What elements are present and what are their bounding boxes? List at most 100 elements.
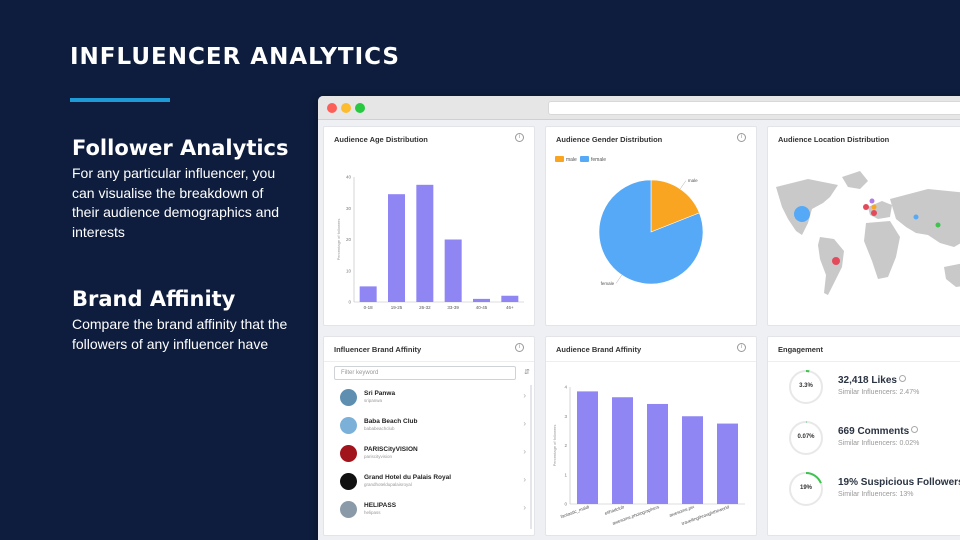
x-tick-label: awesome.pix — [668, 504, 695, 518]
engagement-ring — [789, 472, 823, 506]
y-tick-label: 2 — [564, 443, 567, 448]
bar — [501, 295, 519, 302]
maximize-window-button[interactable] — [355, 103, 365, 113]
bar — [647, 403, 668, 504]
y-tick-label: 20 — [346, 237, 352, 242]
brand-name: Sri Panwa — [364, 390, 396, 397]
info-icon[interactable]: i — [737, 343, 746, 352]
section-body-follower-analytics: For any particular influencer, you can v… — [72, 165, 280, 240]
bar — [388, 194, 405, 302]
info-icon[interactable]: i — [515, 343, 524, 352]
brand-list-item[interactable]: Sri Panwa sripanwa › — [340, 387, 526, 411]
bar — [682, 416, 703, 504]
filter-keyword-input[interactable]: Filter keyword — [334, 366, 516, 380]
brand-logo — [340, 501, 357, 518]
map-north-america — [776, 179, 838, 235]
y-tick-label: 1 — [564, 472, 567, 477]
brand-handle: pariscityvision — [364, 454, 393, 459]
y-tick-label: 30 — [346, 206, 352, 211]
section-body-brand-affinity: Compare the brand affinity that the foll… — [72, 316, 288, 352]
browser-window: Audience Age Distribution i 0 10 20 30 40 Per… — [318, 96, 960, 540]
map-markers — [794, 198, 941, 265]
brand-logo — [340, 417, 357, 434]
y-tick-label: 40 — [346, 175, 352, 180]
bar — [444, 239, 462, 302]
minimize-window-button[interactable] — [341, 103, 351, 113]
x-tick-label: 40-45 — [476, 305, 488, 310]
brand-handle: helipass — [364, 510, 381, 515]
help-icon[interactable] — [911, 426, 919, 433]
engagement-similar: Similar Influencers: 2.47% — [838, 389, 920, 396]
engagement-percent: 0.07% — [797, 434, 815, 440]
y-tick-label: 4 — [564, 385, 567, 390]
brand-name: HELIPASS — [364, 502, 397, 509]
brand-logo — [340, 389, 357, 406]
pie-leader-line — [615, 274, 622, 284]
engagement-value: 669 Comments — [838, 426, 919, 437]
chevron-right-icon: › — [523, 447, 526, 456]
brand-logo — [340, 445, 357, 462]
brand-name: PARISCityVISION — [364, 446, 418, 453]
pie-label: male — [688, 178, 698, 183]
close-window-button[interactable] — [327, 103, 337, 113]
slide-title: INFLUENCER ANALYTICS — [70, 44, 400, 70]
age-distribution-panel: Audience Age Distribution i 0 10 20 30 40 Per… — [323, 126, 535, 326]
pie-label: female — [601, 281, 615, 286]
map-marker — [863, 204, 869, 210]
brand-handle: bababeachclub — [364, 426, 395, 431]
map-marker — [935, 222, 941, 228]
bar — [577, 391, 598, 504]
map-greenland — [842, 171, 868, 189]
engagement-similar: Similar Influencers: 13% — [838, 491, 914, 498]
engagement-item: 3.3% 32,418 Likes Similar Influencers: 2… — [788, 369, 960, 409]
engagement-value: 32,418 Likes — [838, 375, 906, 386]
scrollbar[interactable] — [530, 385, 532, 529]
engagement-ring — [789, 421, 823, 455]
chevron-right-icon: › — [523, 391, 526, 400]
legend-label-female: female — [591, 157, 607, 163]
section-heading-follower-analytics: Follower Analytics — [72, 136, 289, 160]
info-icon[interactable]: i — [737, 133, 746, 142]
brand-handle: sripanwa — [364, 398, 383, 403]
info-icon[interactable]: i — [515, 133, 524, 142]
y-tick-label: 0 — [348, 300, 351, 305]
brand-name: Grand Hotel du Palais Royal — [364, 474, 452, 481]
bar — [717, 423, 738, 504]
panel-title: Influencer Brand Affinity — [334, 345, 422, 354]
audience-brand-affinity-panel: Audience Brand Affinity i 0 1 2 3 4 Percentag… — [545, 336, 757, 536]
panel-title: Engagement — [778, 345, 824, 354]
chevron-right-icon: › — [523, 419, 526, 428]
age-bar-chart: 0 10 20 30 40 Percentage of followers 0-18 19-2… — [336, 175, 524, 310]
map-europe — [868, 201, 892, 219]
browser-toolbar — [318, 96, 960, 120]
brand-list-item[interactable]: Baba Beach Club bababeachclub › — [340, 415, 526, 439]
engagement-percent: 3.3% — [799, 383, 813, 389]
y-tick-label: 0 — [564, 502, 567, 507]
panel-title: Audience Location Distribution — [778, 135, 890, 144]
y-axis-label: Percentage of followers — [336, 219, 341, 261]
sort-icon[interactable]: ⇵ — [524, 369, 530, 376]
address-bar[interactable] — [548, 101, 960, 115]
brand-list-item[interactable]: HELIPASS helipass › — [340, 499, 526, 523]
x-tick-label: 19-25 — [391, 305, 403, 310]
legend-label-male: male — [566, 157, 577, 163]
panel-title: Audience Gender Distribution — [556, 135, 663, 144]
x-tick-label: 0-18 — [364, 305, 374, 310]
engagement-item: 19% 19% Suspicious Followers Similar Inf… — [788, 471, 960, 511]
map-africa — [864, 221, 900, 279]
pie-slice-male — [650, 179, 700, 233]
legend-swatch-male — [555, 156, 564, 162]
x-tick-label: 26-32 — [419, 305, 431, 310]
bar — [612, 397, 633, 504]
engagement-similar: Similar Influencers: 0.02% — [838, 440, 920, 447]
map-marker — [871, 204, 877, 210]
brand-list-item[interactable]: PARISCityVISION pariscityvision › — [340, 443, 526, 467]
x-tick-label: 46+ — [506, 305, 514, 310]
map-marker — [832, 257, 840, 265]
title-underline — [70, 98, 170, 102]
brand-list-item[interactable]: Grand Hotel du Palais Royal grandhoteldu… — [340, 471, 526, 495]
bar — [473, 298, 490, 302]
help-icon[interactable] — [898, 375, 906, 382]
chevron-right-icon: › — [523, 503, 526, 512]
map-marker — [913, 214, 919, 220]
